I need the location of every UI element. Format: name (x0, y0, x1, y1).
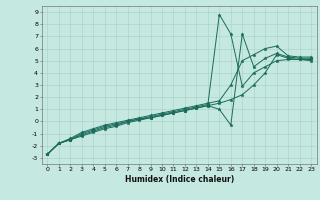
X-axis label: Humidex (Indice chaleur): Humidex (Indice chaleur) (124, 175, 234, 184)
